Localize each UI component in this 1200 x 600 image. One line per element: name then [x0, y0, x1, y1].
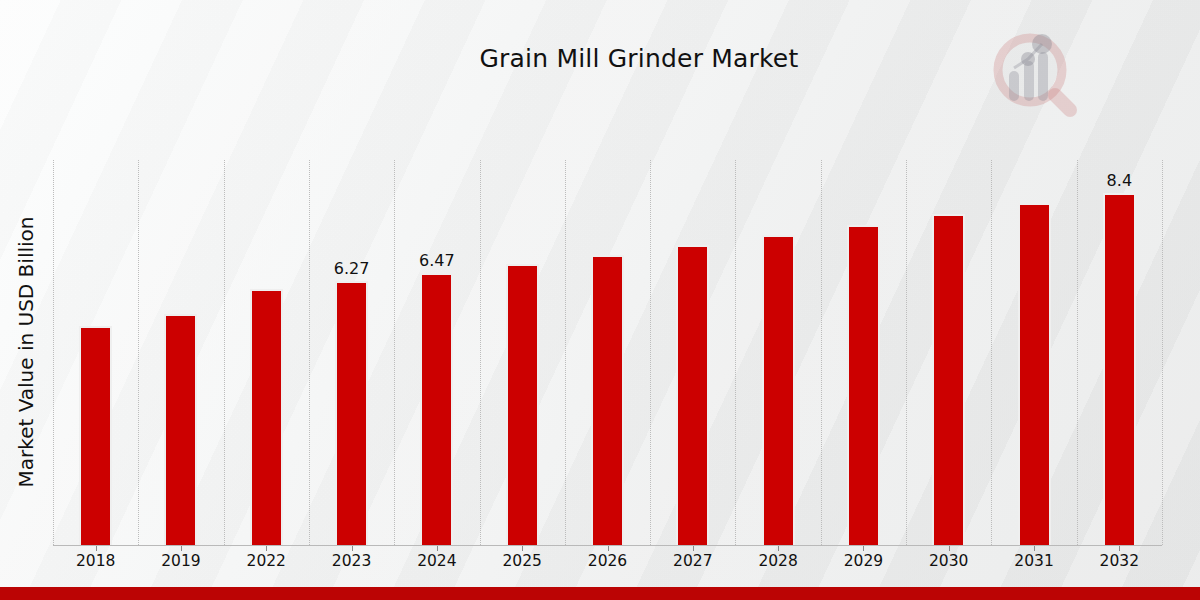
x-axis-tick — [949, 546, 950, 551]
x-axis-label-2025: 2025 — [482, 552, 562, 570]
bar-2024 — [420, 273, 453, 545]
bar-2031 — [1018, 203, 1051, 545]
bar-2027 — [676, 245, 709, 545]
x-axis-label-2027: 2027 — [653, 552, 733, 570]
x-axis-label-2022: 2022 — [226, 552, 306, 570]
bar-2022 — [250, 289, 283, 545]
x-axis-tick — [352, 546, 353, 551]
bar-value-label: 6.47 — [397, 251, 477, 270]
bar-2032 — [1103, 193, 1136, 545]
gridline — [821, 160, 822, 545]
x-axis-label-2028: 2028 — [738, 552, 818, 570]
bar-2028 — [762, 235, 795, 545]
x-axis-label-2023: 2023 — [312, 552, 392, 570]
gridline — [650, 160, 651, 545]
bar-2018 — [79, 326, 112, 545]
gridline — [394, 160, 395, 545]
gridline — [480, 160, 481, 545]
bar-value-label: 8.4 — [1079, 171, 1159, 190]
bar-2019 — [164, 314, 197, 545]
gridline — [906, 160, 907, 545]
y-axis-label: Market Value in USD Billion — [14, 217, 38, 488]
gridline — [138, 160, 139, 545]
gridline — [991, 160, 992, 545]
x-axis-tick — [608, 546, 609, 551]
x-axis-tick — [96, 546, 97, 551]
x-axis-label-2031: 2031 — [994, 552, 1074, 570]
gridline — [565, 160, 566, 545]
gridline — [735, 160, 736, 545]
bar-2029 — [847, 225, 880, 545]
x-axis-tick — [693, 546, 694, 551]
x-axis-label-2018: 2018 — [56, 552, 136, 570]
x-axis-tick — [1119, 546, 1120, 551]
x-axis-tick — [266, 546, 267, 551]
x-axis-tick — [863, 546, 864, 551]
footer-accent-bar — [0, 587, 1200, 600]
gridline — [1162, 160, 1163, 545]
bar-2025 — [506, 264, 539, 545]
x-axis-label-2032: 2032 — [1079, 552, 1159, 570]
x-axis-label-2029: 2029 — [823, 552, 903, 570]
plot-area: 2018201920226.2720236.472024202520262027… — [53, 160, 1162, 546]
x-axis-tick — [1034, 546, 1035, 551]
gridline — [224, 160, 225, 545]
bar-2030 — [932, 214, 965, 545]
x-axis-tick — [778, 546, 779, 551]
gridline — [309, 160, 310, 545]
bar-2026 — [591, 255, 624, 545]
x-axis-label-2026: 2026 — [568, 552, 648, 570]
gridline — [1077, 160, 1078, 545]
x-axis-label-2030: 2030 — [909, 552, 989, 570]
chart-canvas: Grain Mill Grinder Market Market Value i… — [0, 0, 1200, 600]
bar-2023 — [335, 281, 368, 545]
magnifier-bar-chart-logo-icon — [980, 18, 1100, 118]
x-axis-tick — [522, 546, 523, 551]
x-axis-tick — [181, 546, 182, 551]
x-axis-label-2024: 2024 — [397, 552, 477, 570]
x-axis-tick — [437, 546, 438, 551]
x-axis-label-2019: 2019 — [141, 552, 221, 570]
gridline — [53, 160, 54, 545]
bar-value-label: 6.27 — [312, 259, 392, 278]
